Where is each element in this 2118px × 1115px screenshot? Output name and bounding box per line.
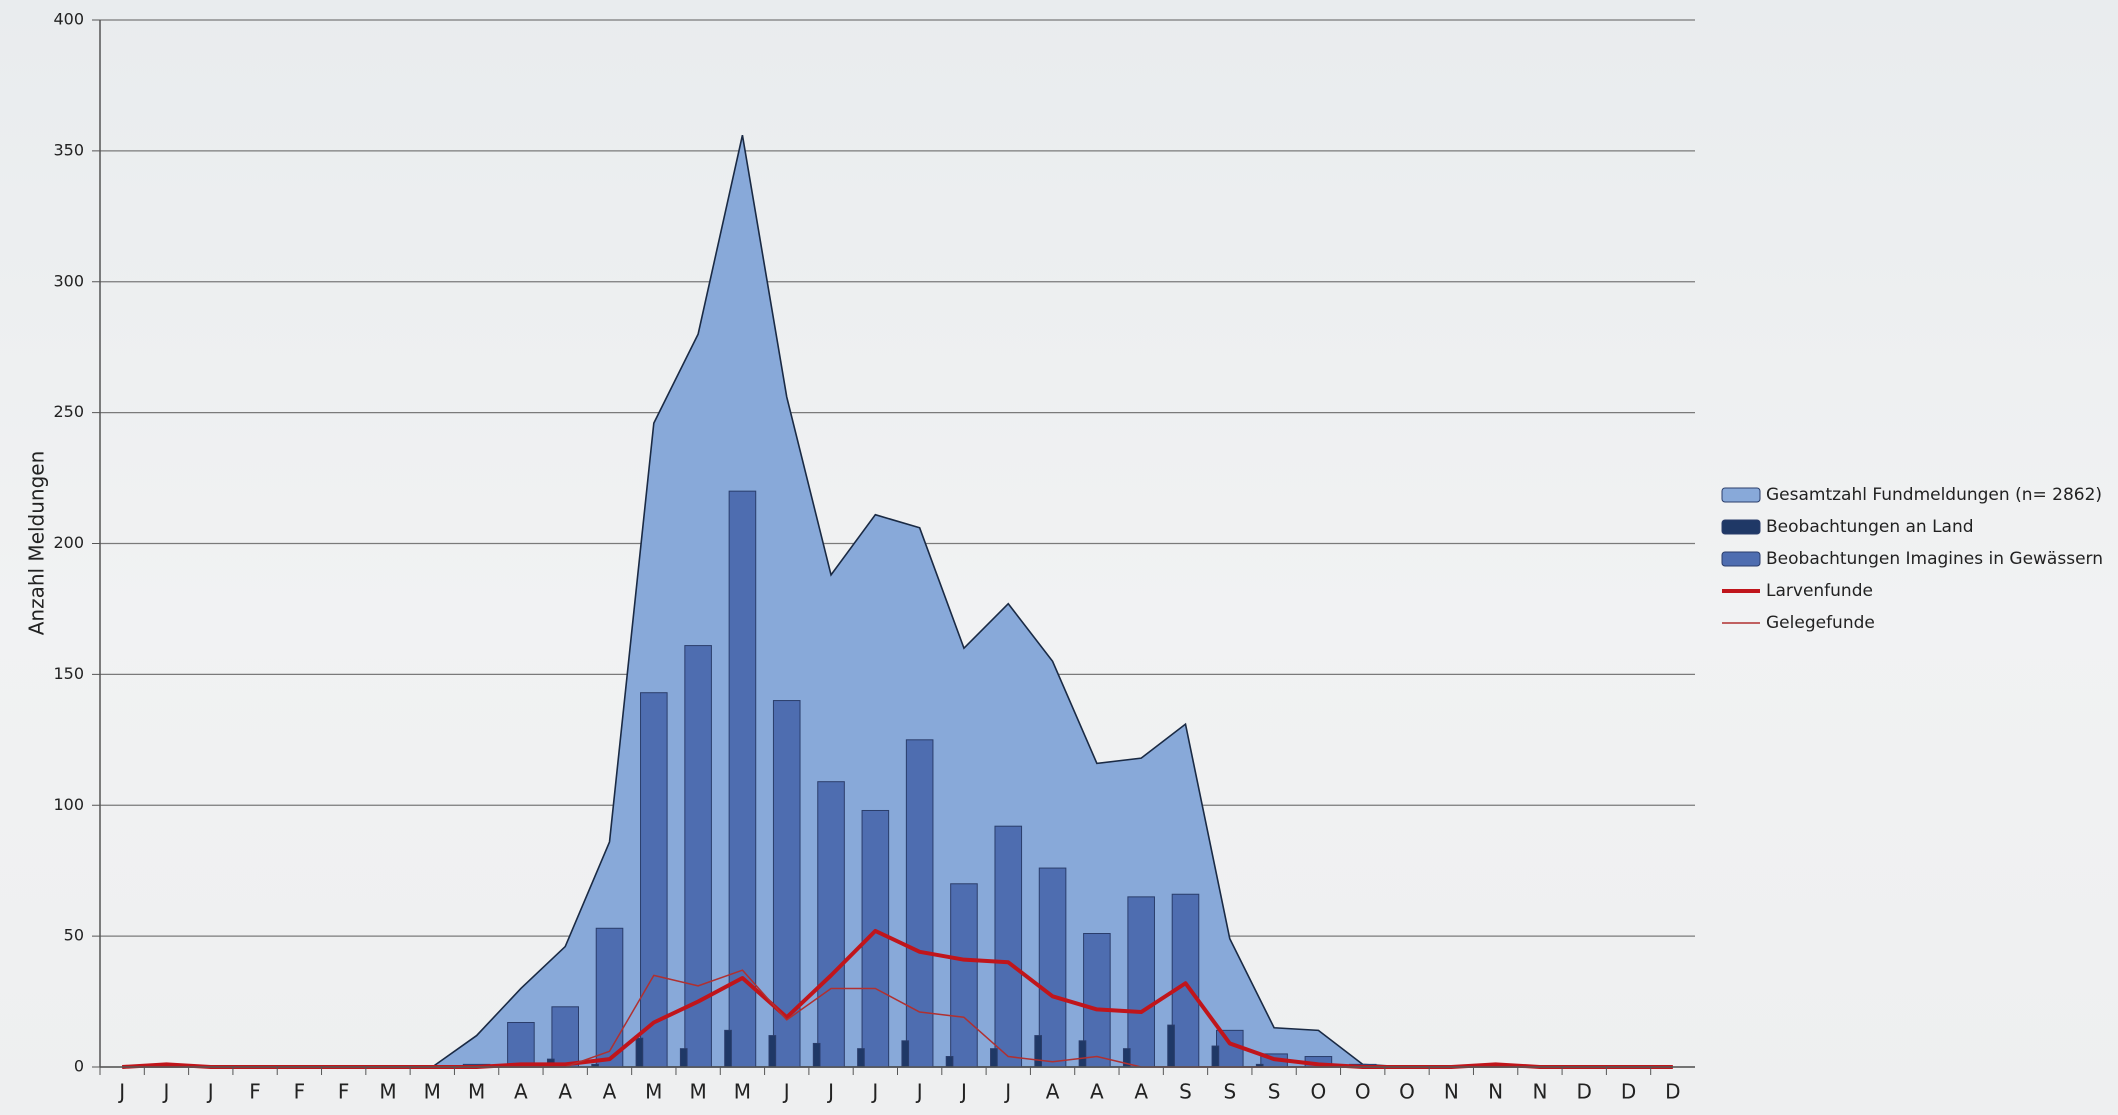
- x-tick-label: M: [424, 1080, 441, 1104]
- x-tick-label: J: [117, 1080, 125, 1104]
- x-tick-label: O: [1399, 1080, 1415, 1104]
- legend-label: Larvenfunde: [1766, 581, 1873, 601]
- y-tick-label: 400: [53, 10, 84, 29]
- legend-label: Gesamtzahl Fundmeldungen (n= 2862): [1766, 485, 2102, 505]
- x-tick-label: J: [915, 1080, 923, 1104]
- x-tick-label: A: [1134, 1080, 1148, 1104]
- y-tick-label: 250: [53, 402, 84, 421]
- y-tick-label: 0: [74, 1057, 84, 1076]
- x-tick-label: M: [689, 1080, 706, 1104]
- bar: [552, 1007, 579, 1067]
- x-tick-label: A: [514, 1080, 528, 1104]
- x-tick-label: D: [1621, 1080, 1636, 1104]
- y-tick-label: 200: [53, 533, 84, 552]
- x-tick-label: F: [249, 1080, 261, 1104]
- x-tick-label: O: [1355, 1080, 1371, 1104]
- x-tick-label: J: [870, 1080, 878, 1104]
- bar: [773, 701, 800, 1067]
- x-tick-label: A: [1090, 1080, 1104, 1104]
- bar: [1079, 1041, 1086, 1067]
- legend-label: Beobachtungen an Land: [1766, 517, 1974, 537]
- bar: [858, 1049, 865, 1067]
- y-tick-label: 150: [53, 664, 84, 683]
- bar: [995, 826, 1022, 1067]
- x-tick-label: N: [1532, 1080, 1547, 1104]
- bar: [680, 1049, 687, 1067]
- bar: [991, 1049, 998, 1067]
- area: [122, 135, 1673, 1067]
- x-tick-label: D: [1577, 1080, 1592, 1104]
- y-tick-label: 300: [53, 271, 84, 290]
- bar: [636, 1038, 643, 1067]
- bar: [1039, 868, 1066, 1067]
- x-tick-label: S: [1179, 1080, 1192, 1104]
- legend-swatch: [1722, 520, 1760, 534]
- chart: Anzahl Meldungen 0 50 100 150 200 250 300 350 40…: [0, 0, 2118, 1115]
- y-tick-label: 100: [53, 795, 84, 814]
- x-tick-label: D: [1665, 1080, 1680, 1104]
- x-tick-label: S: [1268, 1080, 1281, 1104]
- x-tick-label: N: [1488, 1080, 1503, 1104]
- x-tick-label: A: [558, 1080, 572, 1104]
- x-tick-label: N: [1444, 1080, 1459, 1104]
- x-tick-label: J: [959, 1080, 967, 1104]
- bar: [1212, 1046, 1219, 1067]
- y-tick-label: 50: [64, 926, 84, 945]
- bar: [508, 1023, 535, 1067]
- legend-swatch: [1722, 552, 1760, 566]
- bar: [1172, 894, 1199, 1067]
- bar: [641, 693, 668, 1067]
- bar: [725, 1030, 732, 1067]
- bar: [1168, 1025, 1175, 1067]
- bar: [1084, 934, 1111, 1067]
- legend-label: Beobachtungen Imagines in Gewässern: [1766, 549, 2103, 569]
- x-tick-label: J: [162, 1080, 170, 1104]
- y-axis-label: Anzahl Meldungen: [25, 451, 49, 636]
- bar: [769, 1036, 776, 1067]
- bar: [596, 928, 623, 1067]
- x-tick-label: F: [338, 1080, 350, 1104]
- bar: [951, 884, 978, 1067]
- legend-label: Gelegefunde: [1766, 613, 1875, 633]
- x-tick-label: A: [603, 1080, 617, 1104]
- x-tick-label: M: [379, 1080, 396, 1104]
- bar: [818, 782, 845, 1067]
- x-tick-label: J: [206, 1080, 214, 1104]
- x-tick-label: M: [468, 1080, 485, 1104]
- x-tick-label: M: [645, 1080, 662, 1104]
- x-tick-label: S: [1223, 1080, 1236, 1104]
- x-tick-label: J: [782, 1080, 790, 1104]
- bar: [1128, 897, 1155, 1067]
- x-tick-label: J: [826, 1080, 834, 1104]
- bar: [813, 1043, 820, 1067]
- x-tick-label: A: [1046, 1080, 1060, 1104]
- x-tick-label: J: [1003, 1080, 1011, 1104]
- y-tick-label: 350: [53, 140, 84, 159]
- bar: [1035, 1036, 1042, 1067]
- bar: [906, 740, 933, 1067]
- x-tick-label: O: [1311, 1080, 1327, 1104]
- bar: [946, 1057, 953, 1067]
- legend-swatch: [1722, 488, 1760, 502]
- bar: [902, 1041, 909, 1067]
- x-tick-label: M: [734, 1080, 751, 1104]
- x-tick-label: F: [294, 1080, 306, 1104]
- page: {"chart_data": {"type": "combo", "y_labe…: [0, 0, 2118, 1115]
